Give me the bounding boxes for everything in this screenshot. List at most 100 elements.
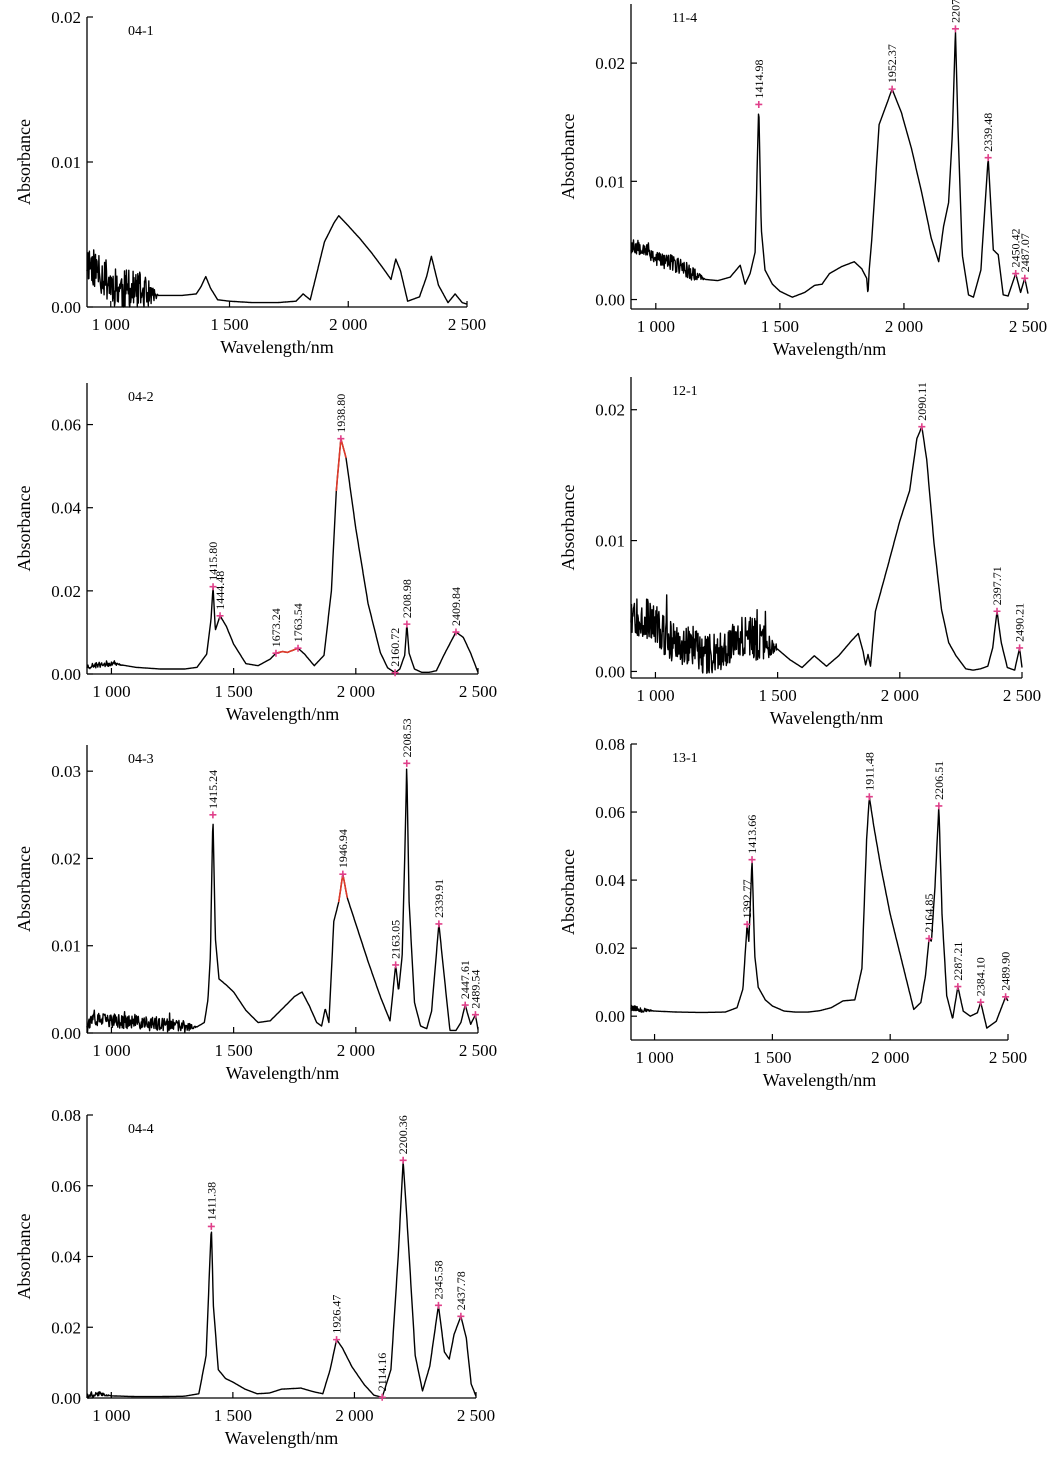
chart-panel-04-4: 1 000 1 500 2 000 2 500 0.00 0.02 0.04 0.06 0.08…	[14, 1106, 495, 1448]
y-tick-label: 0.00	[595, 1007, 625, 1026]
y-tick-label: 0.06	[51, 1177, 81, 1196]
peak-label: 1415.24	[206, 770, 220, 809]
y-axis-label: Absorbance	[558, 485, 578, 571]
peak-label: 1763.54	[291, 603, 305, 642]
peak-label: 2345.58	[431, 1260, 445, 1299]
peak-marker	[333, 1336, 341, 1344]
panel-label: 12-1	[672, 384, 698, 399]
peak-label: 2437.78	[454, 1271, 468, 1310]
x-tick-label: 1 000	[92, 1041, 130, 1060]
spectrum-line	[630, 426, 1023, 674]
y-axis-label: Absorbance	[14, 1214, 34, 1300]
panel-label: 04-2	[128, 390, 154, 405]
y-tick-label: 0.00	[595, 291, 625, 310]
spectrum-line	[86, 768, 479, 1034]
peak-label: 2164.85	[922, 894, 936, 933]
peak-marker	[403, 759, 411, 767]
peak-marker	[452, 628, 460, 636]
chart-panel-13-1: 1 000 1 500 2 000 2 500 0.00 0.02 0.04 0.06 0.08…	[558, 735, 1027, 1090]
peak-label: 2409.84	[449, 587, 463, 626]
spectrum-line	[630, 32, 1029, 298]
peak-marker	[272, 649, 280, 657]
peak-marker	[471, 1011, 479, 1019]
x-tick-label: 2 500	[989, 1048, 1027, 1067]
peak-label: 1444.48	[213, 571, 227, 610]
highlight-segment	[335, 438, 347, 492]
y-tick-label: 0.00	[51, 1389, 81, 1408]
peak-marker	[918, 423, 926, 431]
y-tick-label: 0.01	[51, 153, 81, 172]
y-axis-label: Absorbance	[14, 119, 34, 205]
highlight-segment	[275, 647, 299, 655]
y-tick-label: 0.01	[595, 532, 625, 551]
peak-marker	[977, 998, 985, 1006]
y-tick-label: 0.06	[51, 416, 81, 435]
peak-label: 2339.48	[981, 113, 995, 152]
peak-label: 2163.05	[389, 920, 403, 959]
peak-marker	[435, 920, 443, 928]
x-tick-label: 1 000	[92, 1406, 130, 1425]
peak-label: 2287.21	[951, 942, 965, 981]
peak-label: 2384.10	[974, 957, 988, 996]
y-tick-label: 0.02	[595, 939, 625, 958]
panel-label: 04-1	[128, 24, 154, 39]
x-tick-label: 2 500	[459, 1041, 497, 1060]
x-tick-label: 1 000	[92, 682, 130, 701]
peak-marker	[954, 983, 962, 991]
y-tick-label: 0.00	[51, 1024, 81, 1043]
x-tick-label: 1 500	[759, 686, 797, 705]
x-tick-label: 2 000	[881, 686, 919, 705]
peak-label: 2160.72	[388, 628, 402, 667]
y-axis-label: Absorbance	[558, 849, 578, 935]
chart-panel-04-1: 1 000 1 500 2 000 2 500 0.00 0.01 0.02 Waveleng…	[14, 8, 486, 357]
x-tick-label: 1 000	[636, 686, 674, 705]
peak-marker	[434, 1301, 442, 1309]
panel-label: 13-1	[672, 751, 698, 766]
peak-marker	[391, 669, 399, 677]
y-tick-label: 0.02	[595, 54, 625, 73]
x-tick-label: 2 000	[329, 315, 367, 334]
peak-label: 1952.37	[885, 44, 899, 83]
peak-marker	[403, 620, 411, 628]
x-tick-label: 2 500	[448, 315, 486, 334]
x-tick-label: 2 000	[871, 1048, 909, 1067]
peak-label: 1392.77	[740, 879, 754, 918]
peak-label: 1946.94	[336, 829, 350, 868]
peak-label: 2207.59	[948, 0, 962, 23]
panel-label: 04-4	[128, 1122, 154, 1137]
y-tick-label: 0.04	[51, 499, 81, 518]
peak-marker	[743, 920, 751, 928]
x-tick-label: 2 500	[459, 682, 497, 701]
peak-label: 2489.90	[999, 952, 1013, 991]
y-tick-label: 0.01	[51, 937, 81, 956]
peak-marker	[461, 1001, 469, 1009]
peak-marker	[209, 811, 217, 819]
peak-label: 2339.91	[432, 879, 446, 918]
y-tick-label: 0.08	[595, 735, 625, 754]
spectrum-line	[86, 1161, 477, 1399]
peak-marker	[378, 1393, 386, 1401]
x-axis-label: Wavelength/nm	[226, 1063, 340, 1083]
peak-marker	[888, 85, 896, 93]
y-tick-label: 0.01	[595, 172, 625, 191]
panel-label: 04-3	[128, 752, 154, 767]
peak-marker	[399, 1156, 407, 1164]
peak-marker	[207, 1222, 215, 1230]
peak-marker	[925, 935, 933, 943]
peak-marker	[951, 25, 959, 33]
peak-label: 2487.07	[1018, 233, 1032, 272]
peak-label: 2397.71	[990, 566, 1004, 605]
y-tick-label: 0.02	[51, 582, 81, 601]
peak-label: 2490.21	[1013, 603, 1027, 642]
peak-marker	[209, 583, 217, 591]
chart-panel-04-3: 1 000 1 500 2 000 2 500 0.00 0.01 0.02 0.03 Wave…	[14, 718, 497, 1083]
peak-label: 1415.80	[206, 542, 220, 581]
peak-label: 2450.42	[1009, 229, 1023, 268]
chart-panel-11-4: 1 000 1 500 2 000 2 500 0.00 0.01 0.02 Waveleng…	[558, 0, 1047, 359]
x-tick-label: 1 500	[761, 317, 799, 336]
y-axis-label: Absorbance	[14, 846, 34, 932]
x-axis-label: Wavelength/nm	[770, 708, 884, 728]
x-tick-label: 2 500	[1003, 686, 1041, 705]
x-tick-label: 2 000	[337, 682, 375, 701]
